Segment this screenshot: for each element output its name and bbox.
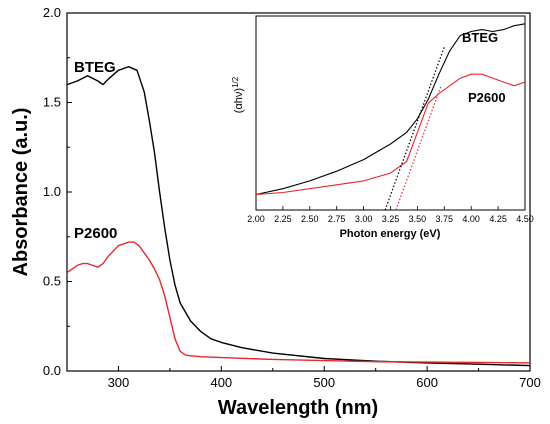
inset-series-line-p2600	[255, 73, 526, 196]
inset-y-axis-title: (αhν)1/2	[231, 76, 246, 113]
main-x-tick-label: 600	[416, 375, 438, 390]
main-label-bteg: BTEG	[74, 59, 116, 76]
main-y-tick-label: 0.0	[43, 363, 61, 378]
main-series-layer	[66, 66, 531, 367]
main-y-tick-label: 0.5	[43, 274, 61, 289]
main-y-tick-label: 2.0	[43, 5, 61, 20]
main-x-ticks: 300 400 500 600 700	[66, 366, 541, 390]
main-plot: 300 400 500 600 700 0.0 0.5 1.0 1.5 2.0 BTEG P26…	[10, 5, 541, 419]
inset-x-tick-label: 4.25	[489, 214, 507, 224]
inset-x-tick-label: 3.50	[409, 214, 427, 224]
inset-series-line-bteg	[255, 23, 526, 196]
inset-x-tick-label: 2.75	[328, 214, 346, 224]
main-x-tick-label: 500	[313, 375, 335, 390]
inset-x-axis-title: Photon energy (eV)	[340, 228, 441, 240]
inset-x-tick-label: 2.50	[301, 214, 319, 224]
inset-y-axis-title-base: (αhν)	[233, 88, 245, 113]
inset-plot: 2.00 2.25 2.50 2.75 3.00 3.25 3.50 3.75 4.00 4.25…	[231, 15, 534, 240]
inset-x-ticks: 2.00 2.25 2.50 2.75 3.00 3.25 3.50 3.75 4.00 4.25…	[247, 206, 534, 224]
inset-series-layer	[255, 23, 526, 211]
inset-tangent-bteg	[384, 46, 445, 211]
main-y-tick-label: 1.5	[43, 95, 61, 110]
inset-x-tick-label: 2.25	[274, 214, 292, 224]
inset-plot-frame	[255, 15, 526, 211]
inset-x-tick-label: 3.00	[355, 214, 373, 224]
main-x-tick-label: 700	[519, 375, 541, 390]
main-y-ticks: 0.0 0.5 1.0 1.5 2.0	[43, 5, 72, 378]
inset-x-tick-label: 2.00	[247, 214, 265, 224]
inset-y-axis-title-exponent: 1/2	[231, 76, 240, 88]
main-x-tick-label: 400	[210, 375, 232, 390]
inset-label-bteg: BTEG	[462, 30, 498, 45]
main-series-line-bteg	[66, 66, 531, 367]
inset-x-tick-label: 4.50	[516, 214, 534, 224]
main-y-tick-label: 1.0	[43, 184, 61, 199]
main-x-axis-title: Wavelength (nm)	[218, 397, 378, 419]
main-series-line-p2600	[66, 241, 531, 364]
inset-label-p2600: P2600	[468, 90, 506, 105]
main-y-axis-title: Absorbance (a.u.)	[10, 108, 32, 277]
main-label-p2600: P2600	[74, 225, 117, 242]
main-x-tick-label: 300	[108, 375, 130, 390]
inset-x-tick-label: 3.25	[382, 214, 400, 224]
inset-x-tick-label: 3.75	[436, 214, 454, 224]
inset-x-tick-label: 4.00	[462, 214, 480, 224]
inset-tangent-p2600	[395, 85, 442, 211]
